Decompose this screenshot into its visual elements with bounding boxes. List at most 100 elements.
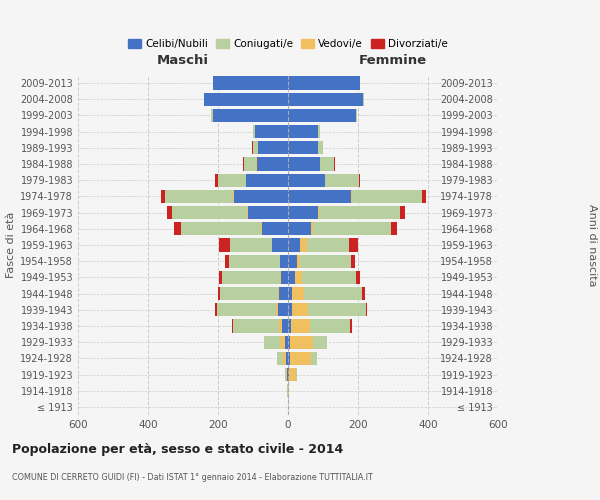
Bar [391,222,397,235]
Bar [222,270,280,284]
Bar [288,141,318,154]
Bar [253,125,255,138]
Bar [282,320,288,332]
Text: COMUNE DI CERRETO GUIDI (FI) - Dati ISTAT 1° gennaio 2014 - Elaborazione TUTTITA: COMUNE DI CERRETO GUIDI (FI) - Dati ISTA… [12,472,373,482]
Bar [356,109,358,122]
Y-axis label: Fasce di età: Fasce di età [6,212,16,278]
Bar [233,190,234,203]
Bar [296,368,298,381]
Bar [281,270,288,284]
Text: Femmine: Femmine [359,54,427,67]
Bar [292,287,304,300]
Bar [233,320,279,332]
Bar [264,336,280,349]
Bar [308,303,366,316]
Bar [217,303,276,316]
Bar [349,238,358,252]
Bar [219,238,230,252]
Bar [253,141,258,154]
Bar [215,174,218,187]
Bar [318,141,323,154]
Bar [304,287,362,300]
Bar [320,158,334,170]
Bar [351,254,355,268]
Bar [313,336,326,349]
Bar [311,352,317,365]
Text: Maschi: Maschi [157,54,209,67]
Bar [334,158,335,170]
Bar [318,125,320,138]
Bar [319,206,400,220]
Bar [302,270,356,284]
Bar [288,336,290,349]
Bar [242,158,244,170]
Bar [172,206,247,220]
Bar [288,238,300,252]
Bar [362,287,365,300]
Bar [215,303,217,316]
Bar [313,222,391,235]
Bar [279,287,288,300]
Bar [219,270,222,284]
Bar [290,336,313,349]
Bar [300,238,307,252]
Bar [291,320,310,332]
Bar [211,109,213,122]
Bar [248,206,288,220]
Bar [279,320,282,332]
Bar [318,206,319,220]
Bar [311,222,313,235]
Bar [280,254,288,268]
Bar [181,222,261,235]
Bar [288,222,311,235]
Bar [226,254,229,268]
Bar [288,254,297,268]
Bar [232,320,233,332]
Bar [244,158,256,170]
Bar [220,287,277,300]
Bar [283,352,286,365]
Bar [290,352,311,365]
Bar [352,190,422,203]
Bar [288,92,363,106]
Bar [167,206,172,220]
Bar [307,238,349,252]
Bar [213,109,288,122]
Bar [366,303,367,316]
Bar [229,254,280,268]
Bar [234,190,288,203]
Bar [246,174,288,187]
Bar [288,125,318,138]
Text: Anni di nascita: Anni di nascita [587,204,597,286]
Bar [286,368,287,381]
Bar [292,303,308,316]
Bar [272,238,288,252]
Bar [286,352,288,365]
Bar [288,320,291,332]
Bar [288,303,292,316]
Bar [359,174,361,187]
Bar [257,158,288,170]
Bar [297,254,300,268]
Bar [276,303,278,316]
Bar [288,352,290,365]
Legend: Celibi/Nubili, Coniugati/e, Vedovi/e, Divorziati/e: Celibi/Nubili, Coniugati/e, Vedovi/e, Di… [125,36,451,52]
Bar [261,222,262,235]
Bar [218,287,220,300]
Bar [165,190,233,203]
Bar [356,270,360,284]
Bar [300,254,351,268]
Bar [422,190,426,203]
Text: Popolazione per età, sesso e stato civile - 2014: Popolazione per età, sesso e stato civil… [12,442,343,456]
Bar [288,76,360,90]
Bar [288,190,351,203]
Bar [213,76,288,90]
Bar [288,174,325,187]
Bar [325,174,359,187]
Bar [288,158,320,170]
Bar [310,320,350,332]
Bar [277,287,279,300]
Bar [280,336,285,349]
Bar [288,287,292,300]
Bar [218,174,245,187]
